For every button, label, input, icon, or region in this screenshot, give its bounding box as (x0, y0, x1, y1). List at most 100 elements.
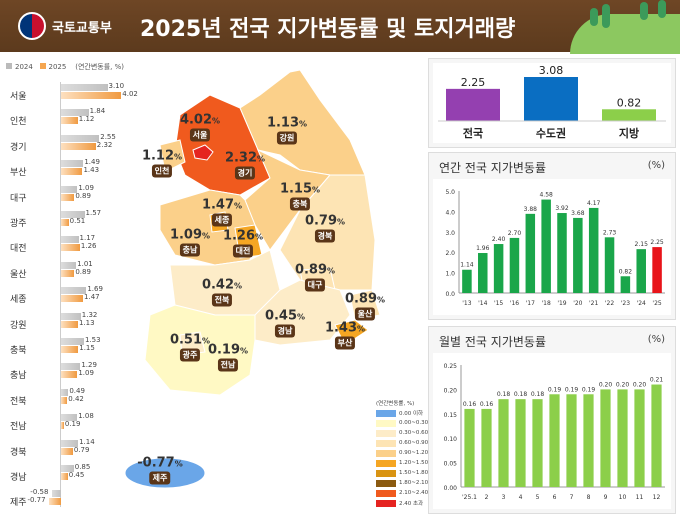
map-label-value: 1.47 (201, 197, 235, 213)
legend-label: 2.40 초과 (399, 501, 424, 507)
region-bar-axis (60, 82, 61, 507)
percent-sign: % (357, 324, 366, 334)
data-label: 4.58 (539, 192, 553, 199)
x-tick-label: '20 (573, 300, 582, 307)
x-tick-label: 7 (570, 494, 574, 501)
map-label-region: 강원 (276, 131, 298, 145)
legend-label: 2.10~2.40 (399, 490, 429, 496)
legend-label: 0.90~1.20 (399, 450, 429, 456)
region-bar-v2024 (61, 414, 78, 422)
map-label: 1.15% 충북 (280, 182, 320, 211)
data-label: 0.18 (497, 391, 511, 398)
bar (651, 384, 662, 487)
map-label-value: 0.51 (169, 332, 203, 348)
x-tick-label: '25 (652, 300, 661, 307)
map-label-value: 0.45 (264, 308, 298, 324)
map-label-region: 대전 (232, 244, 254, 258)
ministry-logo-icon (18, 12, 46, 40)
region-bar-v2025 (61, 320, 78, 328)
map-label: 1.12% 인천 (142, 149, 182, 178)
region-bar-value: 1.29 (81, 361, 97, 370)
data-label: 0.18 (531, 391, 545, 398)
legend-swatch (376, 489, 396, 497)
region-bar-v2025 (61, 422, 64, 430)
region-bar-value: 3.10 (108, 82, 125, 90)
map-legend-item: 0.30~0.60 (376, 428, 428, 438)
region-bar-value: 1.26 (80, 242, 97, 251)
region-bar-v2024 (61, 236, 79, 244)
region-bar-value: 2.32 (96, 140, 113, 149)
map-label-region: 제주 (149, 471, 171, 485)
summary-bar (602, 109, 656, 121)
percent-sign: % (377, 295, 386, 305)
region-bar-value: 0.89 (75, 267, 91, 276)
region-bar-value: 0.79 (73, 445, 90, 454)
data-label: 0.19 (582, 386, 596, 393)
region-bar-value: 1.09 (78, 183, 94, 192)
region-label: 경기 (10, 142, 27, 153)
region-bar-value: 0.49 (69, 386, 85, 395)
legend-swatch (376, 459, 396, 467)
map-legend-item: 0.00 이하 (376, 408, 428, 418)
summary-category: 수도권 (536, 127, 566, 140)
map-label-value: 1.09 (169, 227, 203, 243)
bar (617, 389, 628, 487)
map-label-region: 전북 (211, 293, 233, 307)
summary-value: 2.25 (461, 76, 486, 89)
data-label: 2.40 (492, 236, 506, 243)
region-bar-value: 1.08 (78, 412, 94, 421)
x-tick-label: '13 (462, 300, 471, 307)
x-tick-label: '15 (494, 300, 503, 307)
bar (636, 249, 646, 293)
map-label-region: 경남 (274, 324, 296, 338)
data-label: 0.19 (548, 386, 562, 393)
region-bar-v2024 (61, 312, 81, 320)
percent-sign: % (255, 232, 264, 242)
region-bar-v2024 (61, 363, 81, 371)
legend-swatch (376, 479, 396, 487)
region-label: 세종 (10, 295, 27, 306)
x-tick-label: 11 (636, 494, 644, 501)
monthly-chart-title: 월별 전국 지가변동률 (439, 335, 546, 349)
annual-chart-title: 연간 전국 지가변동률 (439, 161, 546, 175)
x-tick-label: 9 (604, 494, 608, 501)
map-label-value: 4.02 (179, 112, 213, 128)
map-legend-item: 1.20~1.50 (376, 458, 428, 468)
percent-sign: % (337, 217, 346, 227)
percent-sign: % (174, 152, 183, 162)
x-tick-label: '24 (637, 300, 646, 307)
x-tick-label: 2 (485, 494, 489, 501)
data-label: 3.92 (555, 205, 569, 212)
data-label: 2.15 (635, 241, 649, 248)
map-legend-item: 0.60~0.90 (376, 438, 428, 448)
y-tick-label: 2.0 (445, 250, 455, 257)
legend-label: 1.80~2.10 (399, 480, 429, 486)
data-label: 0.21 (650, 377, 664, 384)
summary-category: 전국 (463, 126, 483, 140)
percent-sign: % (202, 336, 211, 346)
map-label-value: 1.15 (279, 181, 313, 197)
percent-sign: % (299, 119, 308, 129)
region-label: 제주 (10, 498, 27, 509)
region-label: 광주 (10, 219, 27, 229)
map-label-value: 0.19 (207, 342, 241, 358)
region-bar-value: 1.43 (83, 166, 100, 175)
map-label: -0.77% 제주 (137, 456, 183, 485)
region-bar-v2025 (49, 498, 61, 506)
header-banner: 국토교통부 2025년 전국 지가변동률 및 토지거래량 (0, 0, 680, 54)
region-bar-v2024 (52, 490, 61, 498)
region-bar-v2025 (61, 117, 78, 125)
bar (493, 244, 504, 293)
legend-label: 0.00~0.30 (399, 420, 429, 426)
region-bar-value: 1.15 (79, 344, 95, 352)
region-bar-value: 1.14 (79, 437, 95, 446)
map-label: 0.89% 울산 (345, 292, 385, 321)
region-bar-v2025 (61, 371, 78, 379)
data-label: 1.14 (460, 262, 474, 269)
x-tick-label: '16 (510, 300, 519, 307)
region-bar-v2024 (61, 211, 85, 218)
percent-sign: % (234, 281, 243, 291)
region-label: 전남 (10, 422, 27, 433)
map-region-incheon (159, 139, 186, 173)
region-bar-value: 1.17 (79, 234, 96, 243)
